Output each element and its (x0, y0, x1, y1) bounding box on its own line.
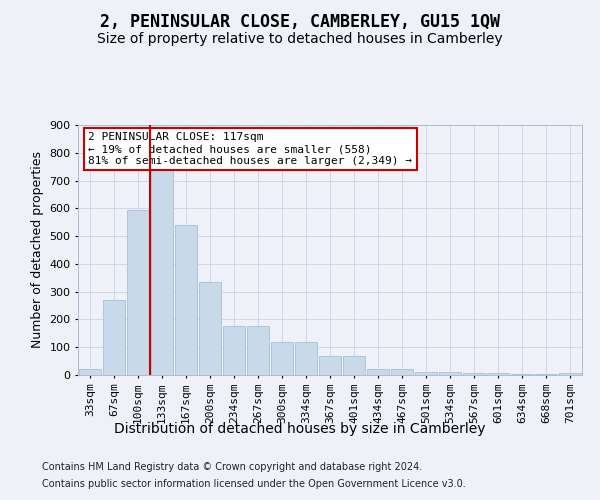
Bar (295, 342, 317, 375)
Bar (127, 210, 149, 375)
Bar (247, 326, 269, 375)
Bar (415, 372, 437, 375)
Bar (511, 374, 533, 375)
Text: Size of property relative to detached houses in Camberley: Size of property relative to detached ho… (97, 32, 503, 46)
Text: Distribution of detached houses by size in Camberley: Distribution of detached houses by size … (114, 422, 486, 436)
Bar (367, 369, 389, 375)
Bar (175, 225, 197, 375)
Bar (103, 300, 125, 375)
Bar (391, 369, 413, 375)
Bar (151, 170, 173, 375)
Bar (487, 373, 509, 375)
Text: 2 PENINSULAR CLOSE: 117sqm
← 19% of detached houses are smaller (558)
81% of sem: 2 PENINSULAR CLOSE: 117sqm ← 19% of deta… (88, 132, 412, 166)
Bar (319, 356, 341, 375)
Bar (79, 370, 101, 375)
Bar (463, 373, 485, 375)
Bar (199, 282, 221, 375)
Bar (271, 342, 293, 375)
Text: 2, PENINSULAR CLOSE, CAMBERLEY, GU15 1QW: 2, PENINSULAR CLOSE, CAMBERLEY, GU15 1QW (100, 12, 500, 30)
Bar (343, 356, 365, 375)
Bar (535, 374, 557, 375)
Bar (439, 372, 461, 375)
Y-axis label: Number of detached properties: Number of detached properties (31, 152, 44, 348)
Text: Contains HM Land Registry data © Crown copyright and database right 2024.: Contains HM Land Registry data © Crown c… (42, 462, 422, 472)
Bar (559, 373, 581, 375)
Bar (223, 326, 245, 375)
Text: Contains public sector information licensed under the Open Government Licence v3: Contains public sector information licen… (42, 479, 466, 489)
